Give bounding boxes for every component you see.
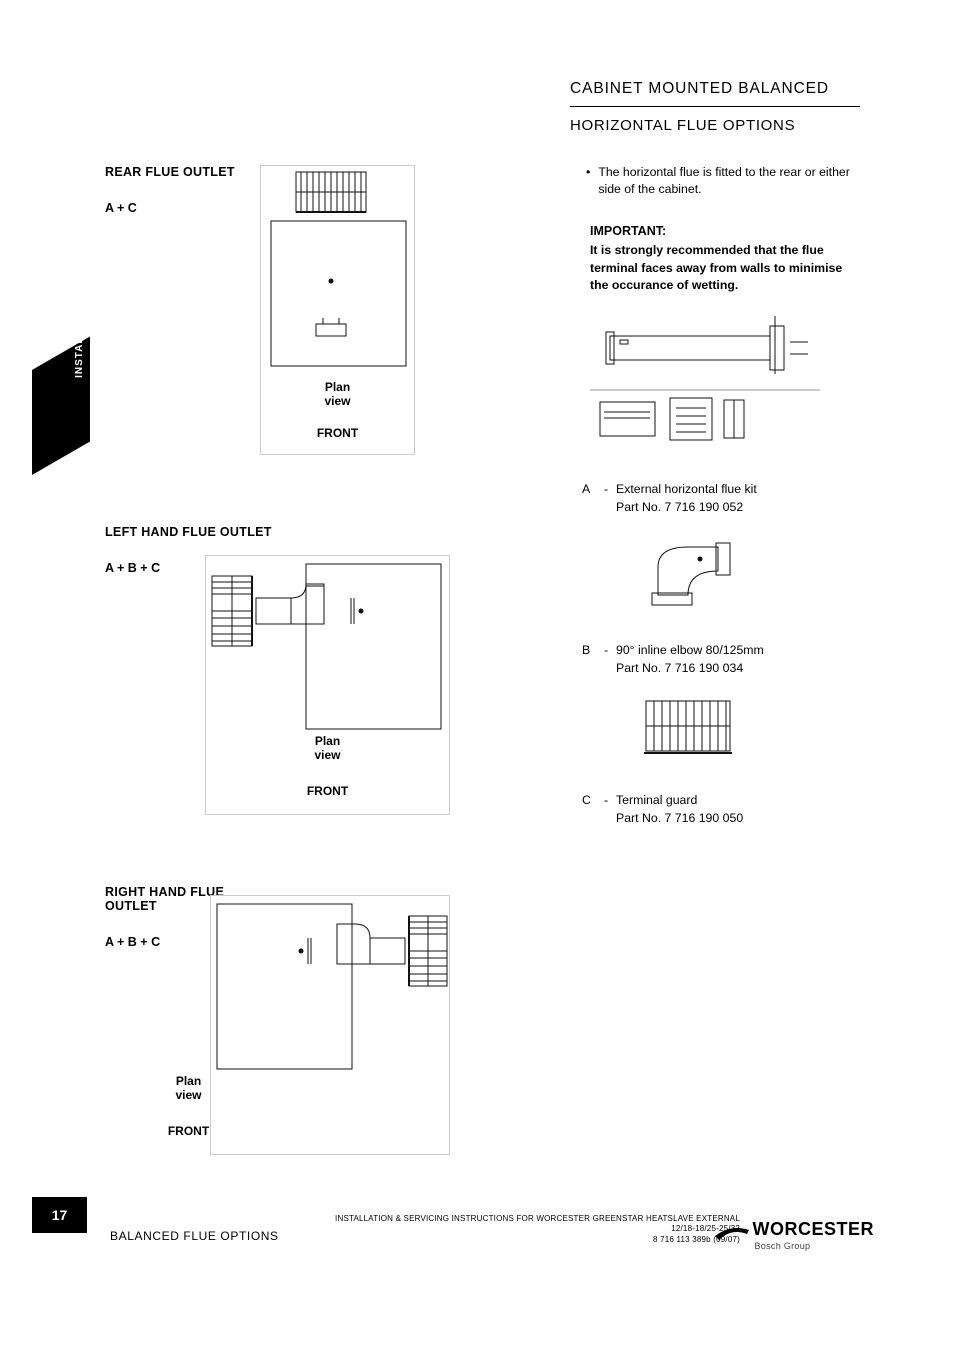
part-a-desc: External horizontal flue kit Part No. 7 … [616, 481, 860, 517]
logo-swoosh-icon [713, 1222, 751, 1242]
right-column: CABINET MOUNTED BALANCED HORIZONTAL FLUE… [570, 80, 860, 846]
part-b-figure [640, 535, 860, 618]
part-c-svg [640, 695, 740, 765]
part-b-desc: 90° inline elbow 80/125mm Part No. 7 716… [616, 642, 860, 678]
logo-sub-text: Bosch Group [755, 1241, 875, 1251]
rear-front-label: FRONT [261, 426, 414, 440]
rear-outlet-block: REAR FLUE OUTLET A + C [105, 165, 425, 465]
side-tab-line2: INSTALLATION [74, 294, 85, 378]
left-plan-label: Plan view [206, 734, 449, 762]
footer-section: BALANCED FLUE OPTIONS [110, 1229, 279, 1243]
left-outlet-block: LEFT HAND FLUE OUTLET A + B + C [105, 525, 425, 825]
page-number: 17 [32, 1197, 87, 1233]
part-c-desc: Terminal guard Part No. 7 716 190 050 [616, 792, 860, 828]
part-a-svg [590, 312, 820, 452]
logo-main-text: WORCESTER [753, 1219, 875, 1239]
bullet-dot-icon: • [586, 164, 590, 198]
page: PRE - INSTALLATION REAR FLUE OUTLET A + … [0, 0, 954, 1351]
part-c-row: C - Terminal guard Part No. 7 716 190 05… [582, 792, 860, 828]
part-a-row: A - External horizontal flue kit Part No… [582, 481, 860, 517]
side-tab-line1: PRE - [50, 320, 61, 352]
left-outlet-title: LEFT HAND FLUE OUTLET [105, 525, 425, 539]
right-outlet-block: RIGHT HAND FLUE OUTLET A + B + C [105, 885, 425, 1185]
footer-doc: INSTALLATION & SERVICING INSTRUCTIONS FO… [320, 1214, 740, 1245]
left-front-label: FRONT [206, 784, 449, 798]
intro-text: The horizontal flue is fitted to the rea… [598, 164, 860, 198]
part-b-row: B - 90° inline elbow 80/125mm Part No. 7… [582, 642, 860, 678]
footer-logo: WORCESTER Bosch Group [713, 1219, 875, 1251]
rear-diagram-box: Plan view FRONT [260, 165, 415, 455]
heading-main: CABINET MOUNTED BALANCED [570, 80, 860, 98]
part-b-letter: B [582, 642, 604, 678]
part-b-dash: - [604, 642, 616, 678]
right-front-label: FRONT [121, 1124, 256, 1138]
heading-sub: HORIZONTAL FLUE OPTIONS [570, 117, 860, 134]
right-diagram-box: Plan view FRONT [210, 895, 450, 1155]
part-c-dash: - [604, 792, 616, 828]
left-diagram-box: Plan view FRONT [205, 555, 450, 815]
side-tab-label: PRE - INSTALLATION [38, 294, 98, 393]
part-b-svg [640, 535, 750, 615]
part-a-letter: A [582, 481, 604, 517]
important-label: IMPORTANT: [590, 224, 860, 238]
right-diagram-svg [211, 896, 451, 1156]
rear-plan-label: Plan view [261, 380, 414, 408]
part-a-dash: - [604, 481, 616, 517]
rear-diagram-svg [261, 166, 416, 456]
part-c-letter: C [582, 792, 604, 828]
part-c-figure [640, 695, 860, 768]
left-column: REAR FLUE OUTLET A + C [105, 165, 425, 1245]
heading-rule [570, 106, 860, 107]
important-text: It is strongly recommended that the flue… [590, 242, 860, 294]
part-a-figure [590, 312, 860, 455]
right-plan-label: Plan view [121, 1074, 256, 1102]
intro-bullet: • The horizontal flue is fitted to the r… [586, 164, 860, 198]
left-diagram-svg [206, 556, 451, 816]
important-block: IMPORTANT: It is strongly recommended th… [590, 224, 860, 294]
